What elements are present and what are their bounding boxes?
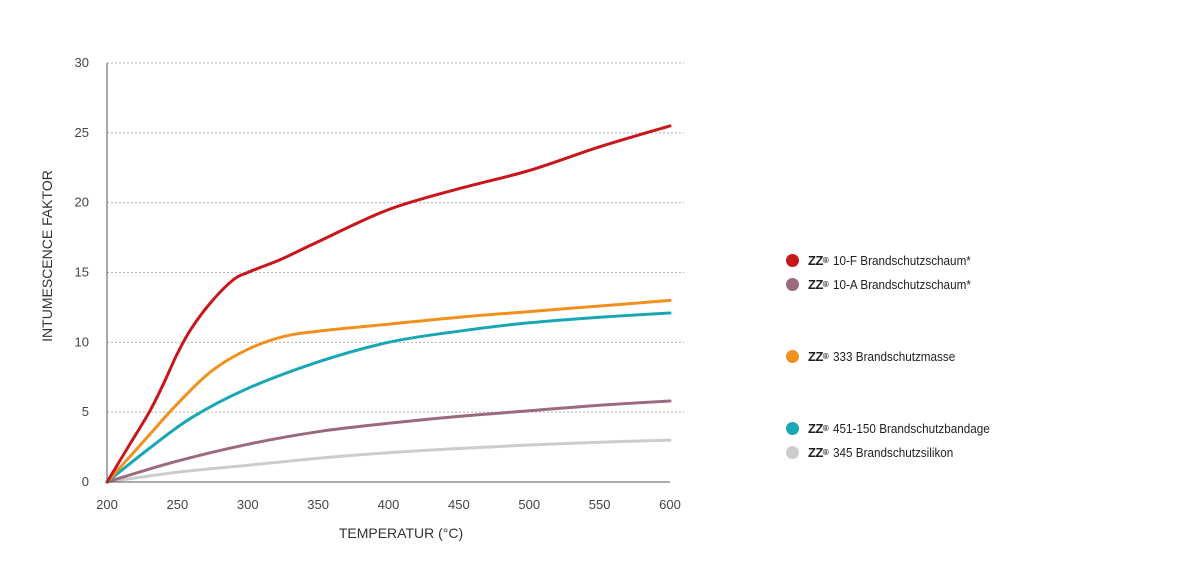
y-tick-label: 15 — [75, 265, 89, 280]
legend-marker — [786, 277, 799, 291]
legend-label: 10-F Brandschutzschaum* — [832, 252, 971, 268]
registered-mark: ® — [822, 279, 829, 289]
y-axis-label: INTUMESCENCE FAKTOR — [39, 170, 55, 342]
legend-marker — [786, 349, 799, 363]
y-tick-label: 5 — [82, 404, 89, 419]
x-tick-label: 500 — [518, 497, 540, 512]
legend-item-451: ZZ ® 451-150 Brandschutzbandage — [786, 416, 1176, 440]
legend-marker — [786, 445, 799, 459]
y-tick-label: 10 — [75, 334, 89, 349]
registered-mark: ® — [822, 351, 829, 361]
x-tick-label: 450 — [448, 497, 470, 512]
legend-brand: ZZ — [808, 420, 823, 436]
legend-brand: ZZ — [808, 252, 823, 268]
legend-marker — [786, 253, 799, 267]
legend-item-10a: ZZ ® 10-A Brandschutzschaum* — [786, 272, 1176, 296]
legend-label: 451-150 Brandschutzbandage — [832, 420, 990, 436]
x-tick-label: 400 — [378, 497, 400, 512]
series-line-0 — [105, 124, 672, 484]
legend-label: 10-A Brandschutzschaum* — [832, 276, 971, 292]
series-line-3 — [105, 311, 672, 484]
legend-brand: ZZ — [808, 444, 823, 460]
x-tick-label: 300 — [237, 497, 259, 512]
y-tick-label: 0 — [82, 474, 89, 489]
y-tick-label: 25 — [75, 125, 89, 140]
series-line-2 — [105, 298, 672, 484]
x-tick-label: 550 — [589, 497, 611, 512]
x-tick-label: 200 — [96, 497, 118, 512]
registered-mark: ® — [822, 255, 829, 265]
legend-item-333: ZZ ® 333 Brandschutzmasse — [786, 344, 1176, 368]
grid-lines — [107, 62, 684, 413]
x-tick-label: 600 — [659, 497, 681, 512]
y-tick-label: 30 — [75, 55, 89, 70]
registered-mark: ® — [822, 447, 829, 457]
series-line-4 — [105, 438, 672, 484]
y-tick-label: 20 — [75, 195, 89, 210]
x-axis-label: TEMPERATUR (°C) — [339, 525, 463, 541]
legend-brand: ZZ — [808, 348, 823, 364]
registered-mark: ® — [822, 423, 829, 433]
legend-label: 345 Brandschutzsilikon — [832, 444, 954, 460]
x-tick-label: 250 — [167, 497, 189, 512]
legend-item-10f: ZZ ® 10-F Brandschutzschaum* — [786, 248, 1176, 272]
tick-labels: 0 5 10 15 20 25 30 200 250 300 350 400 450 500 550 600 — [75, 55, 681, 512]
legend: ZZ ® 10-F Brandschutzschaum* ZZ ® 10-A Bra… — [786, 248, 1176, 464]
legend-brand: ZZ — [808, 276, 823, 292]
legend-label: 333 Brandschutzmasse — [832, 348, 956, 364]
legend-item-345: ZZ ® 345 Brandschutzsilikon — [786, 440, 1176, 464]
series-line-1 — [105, 399, 672, 484]
series-lines — [105, 124, 672, 484]
x-tick-label: 350 — [307, 497, 329, 512]
legend-marker — [786, 421, 799, 435]
axes — [106, 63, 670, 483]
